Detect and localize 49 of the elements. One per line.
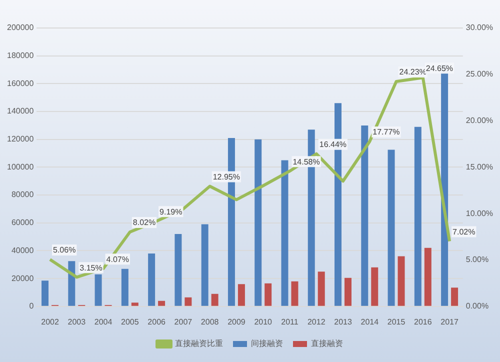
- x-tick-label: 2007: [174, 317, 193, 326]
- x-tick-label: 2005: [121, 317, 140, 326]
- data-label: 8.02%: [132, 218, 156, 228]
- legend-label: 直接融资比重: [175, 339, 223, 348]
- data-label: 4.07%: [106, 254, 129, 264]
- x-tick-label: 2014: [360, 317, 380, 326]
- y2-tick-label: 0.00%: [466, 302, 489, 311]
- y-tick-label: 120000: [6, 134, 34, 144]
- x-tick-label: 2004: [94, 317, 113, 326]
- x-tick-label: 2012: [307, 317, 326, 326]
- data-label: 16.44%: [319, 140, 347, 150]
- x-tick-label: 2015: [387, 317, 406, 326]
- x-tick-label: 2009: [228, 317, 246, 326]
- y-tick-label: 40000: [11, 246, 34, 255]
- data-label: 12.95%: [212, 172, 240, 182]
- y-tick-label: 60000: [11, 218, 34, 228]
- legend-label: 直接融资: [311, 339, 343, 348]
- y2-tick-label: 15.00%: [466, 162, 494, 172]
- y-tick-label: 200000: [6, 23, 34, 32]
- x-tick-label: 2006: [148, 317, 166, 326]
- y-tick-label: 180000: [6, 51, 34, 60]
- x-tick-label: 2016: [414, 317, 432, 326]
- y-tick-label: 140000: [6, 106, 34, 116]
- y2-tick-label: 5.00%: [466, 255, 489, 264]
- y-tick-label: 160000: [6, 78, 34, 88]
- data-label: 5.06%: [53, 246, 76, 255]
- y-tick-label: 0: [29, 302, 34, 311]
- y-tick-label: 80000: [11, 190, 34, 200]
- x-tick-label: 2017: [440, 317, 459, 326]
- data-label: 24.23%: [399, 68, 426, 77]
- data-label: 24.65%: [426, 64, 454, 73]
- data-label: 14.58%: [292, 157, 320, 166]
- x-tick-label: 2011: [281, 317, 299, 326]
- legend-label: 间接融资: [251, 339, 283, 348]
- data-label: 3.15%: [80, 263, 102, 272]
- data-label: 7.02%: [452, 227, 476, 236]
- y2-tick-label: 30.00%: [466, 23, 494, 32]
- x-tick-label: 2003: [68, 317, 86, 326]
- y2-tick-label: 10.00%: [466, 208, 494, 218]
- y2-tick-label: 20.00%: [466, 116, 494, 126]
- x-tick-label: 2008: [200, 317, 220, 326]
- y2-tick-label: 25.00%: [466, 70, 494, 79]
- y-tick-label: 100000: [6, 162, 34, 172]
- data-label: 17.77%: [372, 128, 400, 137]
- x-tick-label: 2010: [254, 317, 273, 326]
- data-label: 9.19%: [160, 207, 182, 216]
- x-tick-label: 2013: [334, 317, 352, 326]
- x-tick-label: 2002: [41, 317, 60, 326]
- y-tick-label: 20000: [11, 274, 34, 283]
